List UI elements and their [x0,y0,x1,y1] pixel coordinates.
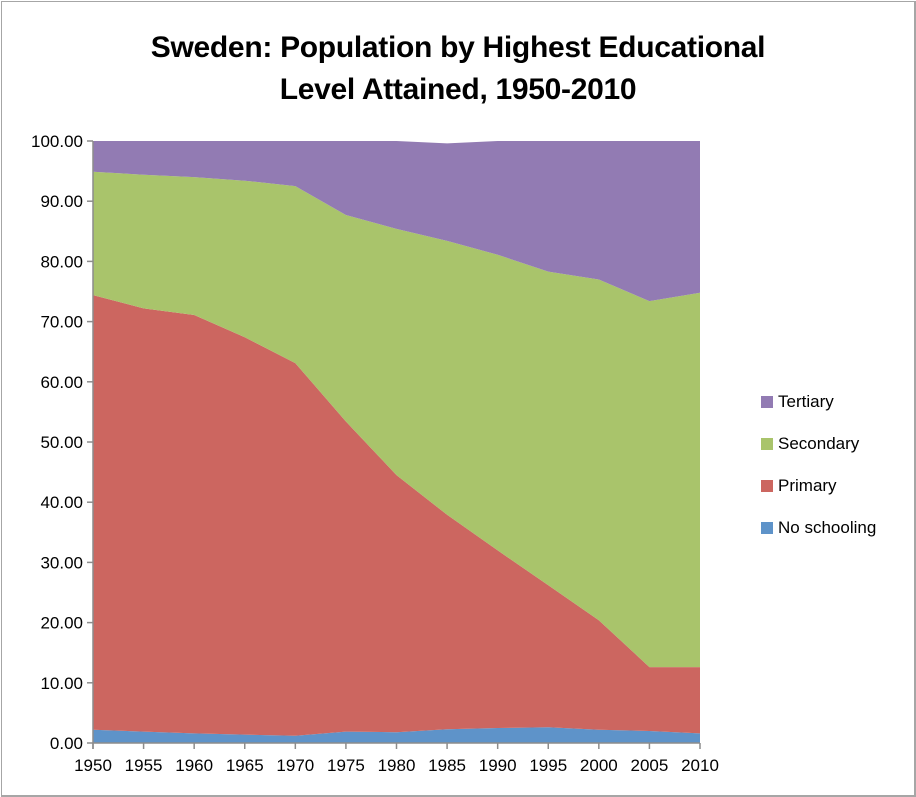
x-tick-label: 1995 [529,756,567,775]
legend-label: No schooling [778,518,877,537]
x-tick-label: 1955 [125,756,163,775]
area-secondary [93,171,700,668]
y-tick-label: 60.00 [40,373,83,392]
legend: Tertiary Secondary Primary No schooling [761,381,876,549]
x-tick-label: 1980 [378,756,416,775]
area-tertiary [93,141,700,302]
y-tick-label: 0.00 [50,734,83,753]
x-tick-label: 1960 [175,756,213,775]
legend-label: Tertiary [778,392,834,411]
axes: 0.00 10.00 20.00 30.00 40.00 50.00 60.00 70.00 8… [31,132,719,775]
legend-item-tertiary: Tertiary [761,381,876,423]
legend-item-primary: Primary [761,465,876,507]
y-tick-label: 70.00 [40,313,83,332]
y-tick-label: 100.00 [31,132,83,151]
legend-label: Secondary [778,434,860,453]
x-tick-label: 1970 [276,756,314,775]
chart-title-line-2: Level Attained, 1950-2010 [279,73,637,106]
legend-item-no-schooling: No schooling [761,507,876,549]
x-tick-label: 2010 [681,756,719,775]
chart-title-line-1: Sweden: Population by Highest Educationa… [150,31,766,64]
legend-swatch-tertiary [761,396,773,408]
legend-swatch-no-schooling [761,522,773,534]
y-tick-label: 50.00 [40,433,83,452]
legend-label: Primary [778,476,837,495]
chart-title: Sweden: Population by Highest Educationa… [0,27,916,111]
area-no-schooling [93,727,700,743]
y-tick-label: 80.00 [40,252,83,271]
y-tick-label: 40.00 [40,493,83,512]
stacked-areas [93,141,700,743]
x-tick-label: 1990 [479,756,517,775]
x-tick-label: 1965 [226,756,264,775]
y-tick-label: 90.00 [40,192,83,211]
legend-swatch-primary [761,480,773,492]
x-tick-label: 2000 [580,756,618,775]
legend-item-secondary: Secondary [761,423,876,465]
x-tick-label: 1975 [327,756,365,775]
x-tick-label: 1950 [74,756,112,775]
area-primary [93,295,700,736]
y-tick-label: 20.00 [40,614,83,633]
legend-swatch-secondary [761,438,773,450]
x-tick-label: 2005 [631,756,669,775]
y-tick-label: 30.00 [40,553,83,572]
x-tick-label: 1985 [428,756,466,775]
y-tick-label: 10.00 [40,674,83,693]
